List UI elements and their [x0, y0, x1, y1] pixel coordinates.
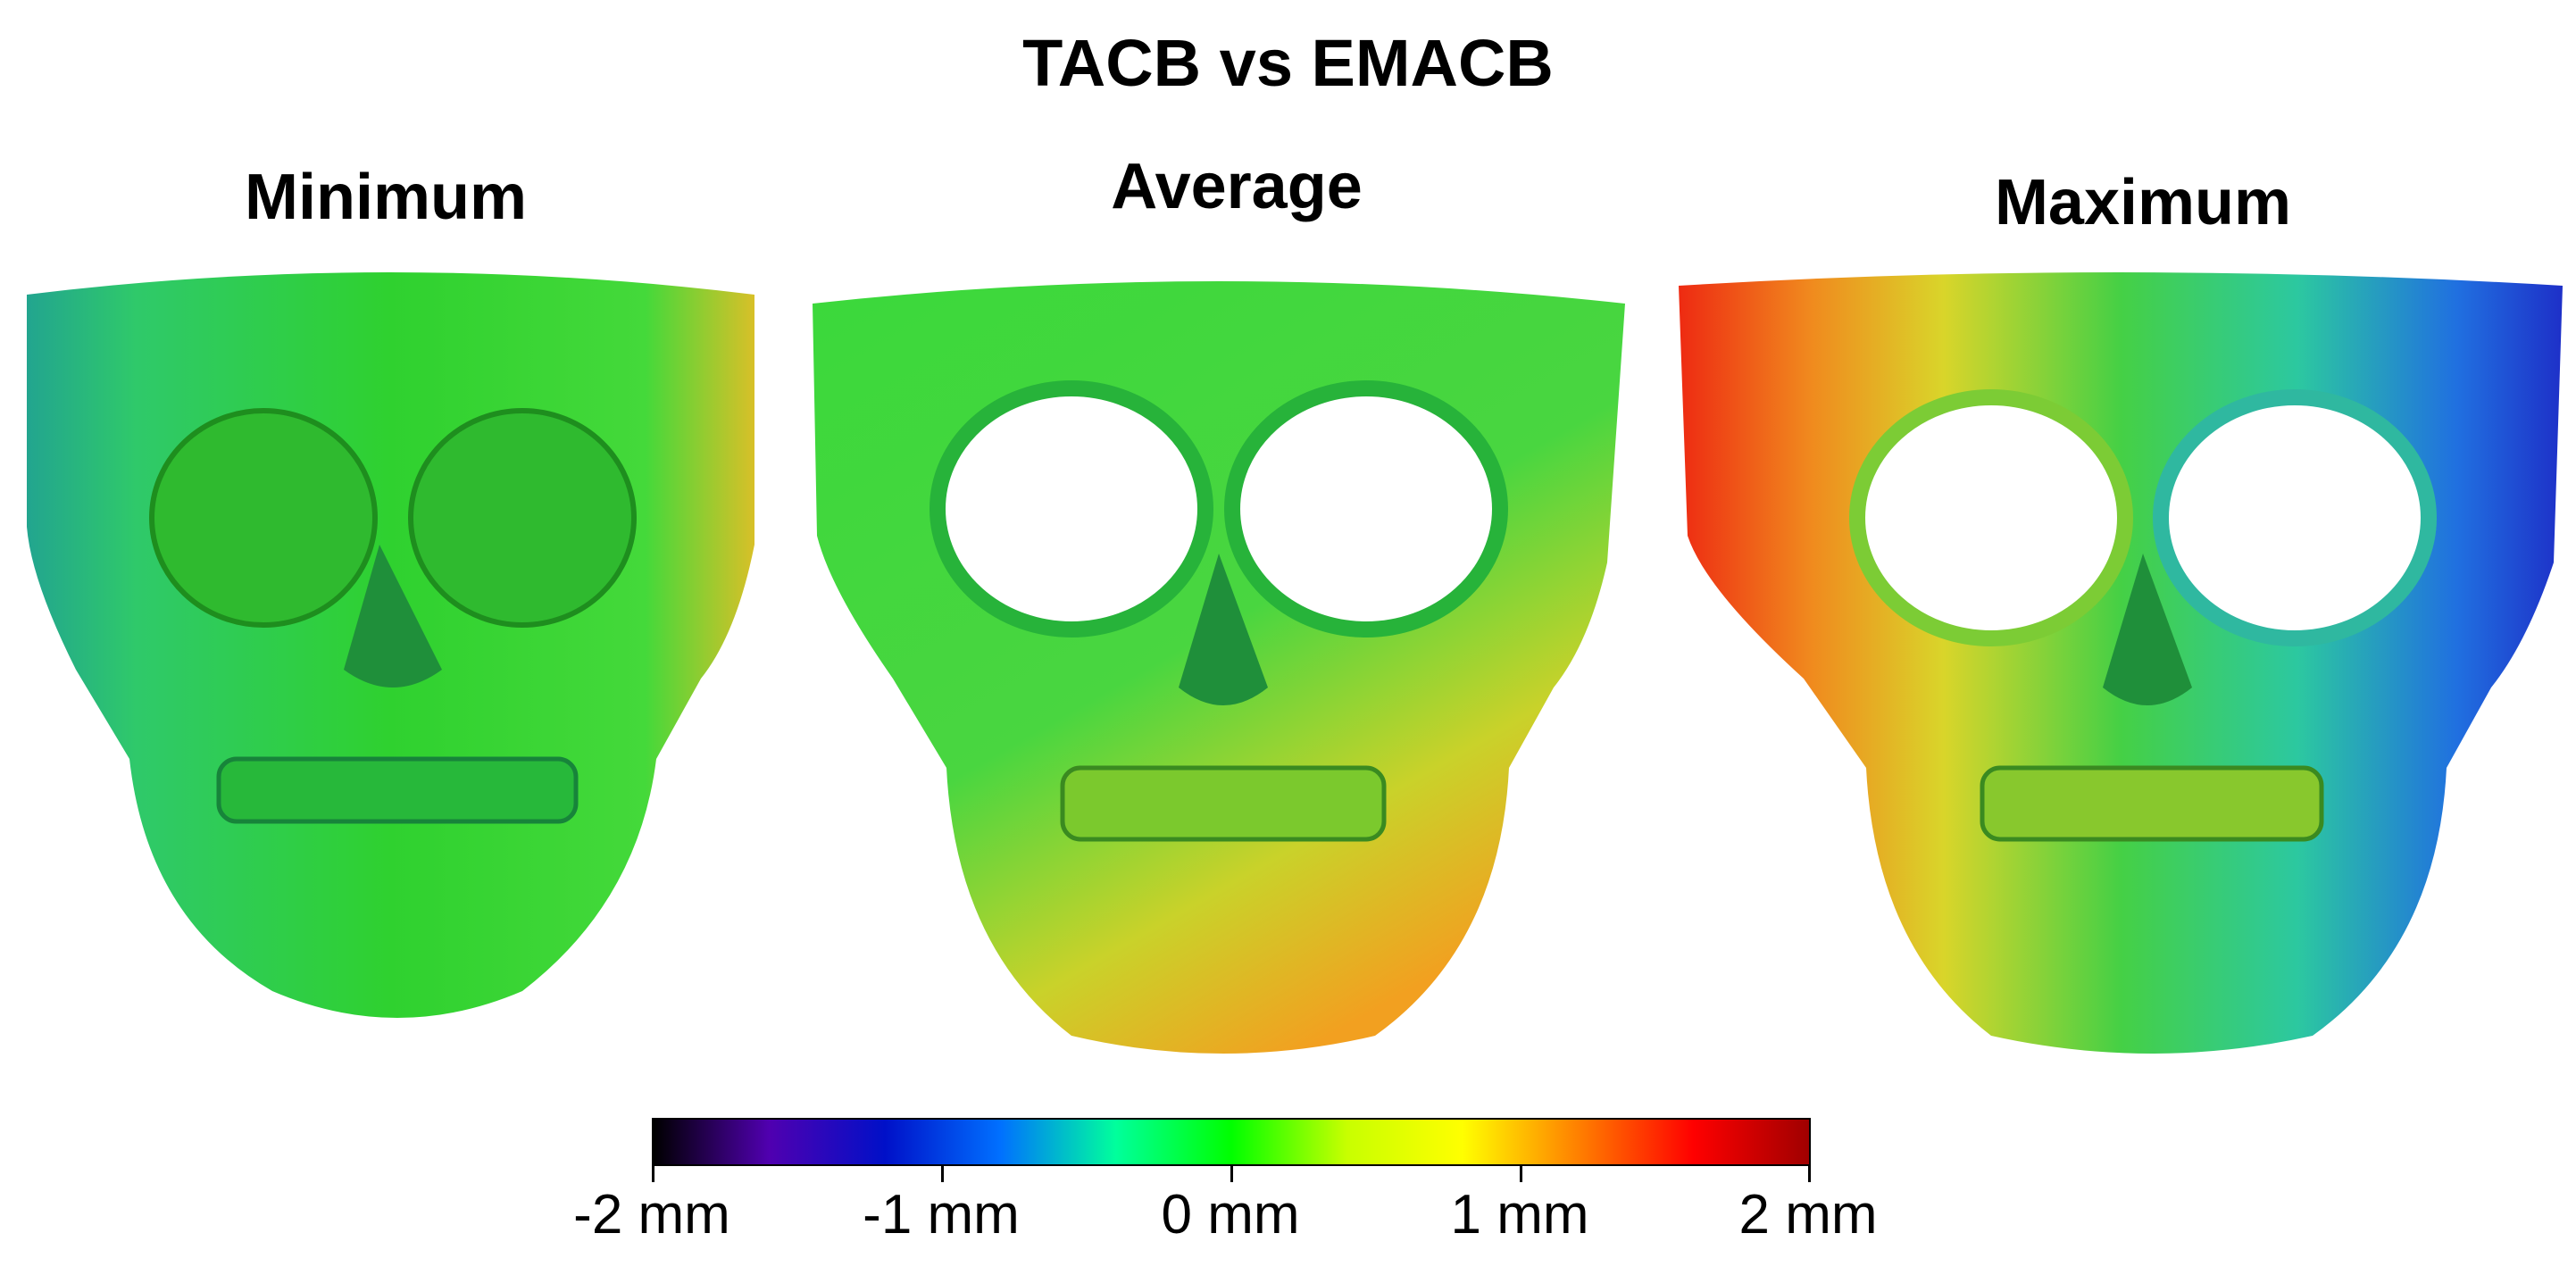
colorbar-tick: [1808, 1164, 1811, 1182]
skull-minimum-render: [27, 272, 754, 1018]
skull-maximum-render: [1679, 272, 2563, 1054]
colorbar-tick-label: 2 mm: [1738, 1184, 1878, 1246]
skull-avg-teeth: [1060, 765, 1387, 842]
skull-min-left-orbit: [149, 408, 378, 628]
colorbar-tick-label: -2 mm: [573, 1184, 730, 1246]
colorbar-tick: [1520, 1164, 1522, 1182]
skull-min-nasal: [344, 545, 442, 688]
skull-min-teeth: [216, 756, 579, 824]
skull-average-render: [813, 281, 1625, 1054]
figure-title: TACB vs EMACB: [1022, 26, 1554, 100]
skull-min-right-orbit: [408, 408, 637, 628]
skull-max-left-orbit: [1849, 389, 2133, 646]
colorbar: [652, 1118, 1811, 1166]
colorbar-tick-label: -1 mm: [863, 1184, 1020, 1246]
colorbar-tick: [1230, 1164, 1233, 1182]
panel-label-maximum: Maximum: [1994, 167, 2292, 238]
colorbar-tick: [941, 1164, 944, 1182]
panel-label-minimum: Minimum: [245, 162, 527, 233]
colorbar-tick-label: 0 mm: [1161, 1184, 1300, 1246]
skull-max-right-orbit: [2153, 389, 2437, 646]
skull-avg-nasal: [1179, 554, 1268, 705]
skull-max-nasal: [2103, 554, 2192, 705]
panel-label-average: Average: [1111, 151, 1363, 222]
skull-avg-left-orbit: [930, 380, 1213, 638]
colorbar-tick-label: 1 mm: [1450, 1184, 1589, 1246]
skull-avg-right-orbit: [1224, 380, 1508, 638]
skull-max-teeth: [1980, 765, 2324, 842]
colorbar-tick: [652, 1164, 654, 1182]
